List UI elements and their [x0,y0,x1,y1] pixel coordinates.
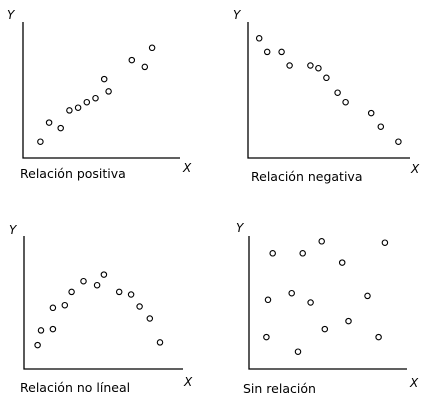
data-point [299,250,306,257]
data-point [315,64,322,72]
data-point [66,107,73,114]
data-point [83,98,91,106]
panel-none-points [263,238,389,355]
data-point [286,62,293,69]
data-point [381,239,389,246]
data-point [136,303,143,310]
panel-positive-y-label: Y [7,8,16,22]
data-point [34,341,41,349]
data-point [364,292,371,300]
data-point [45,119,53,126]
data-point [100,271,108,278]
panel-none-x-label: X [409,376,419,390]
data-point [263,48,271,56]
panel-positive-points [37,44,156,145]
data-point [367,109,375,117]
data-point [263,333,270,341]
data-point [307,299,314,306]
data-point [105,88,112,95]
data-point [342,98,349,106]
panel-none-y-label: Y [236,221,245,235]
data-point [49,304,57,312]
data-point [334,89,341,96]
data-point [375,333,382,341]
panel-nonlinear: Y X Relación no líneal [9,223,193,395]
panel-nonlinear-axes [23,236,183,370]
data-point [255,35,263,42]
data-point [288,289,295,297]
data-point [318,238,325,245]
data-point [146,315,154,322]
data-point [57,124,64,132]
data-point [307,62,314,69]
data-point [345,317,352,325]
panel-positive-x-label: X [182,161,192,175]
data-point [127,291,135,298]
data-point [395,138,402,145]
data-point [37,327,45,334]
data-point [115,288,123,296]
data-point [377,123,385,130]
data-point [93,281,101,289]
panel-nonlinear-y-label: Y [9,223,18,237]
data-point [156,339,164,346]
panel-none: Y X Sin relación [236,221,419,396]
data-point [148,44,156,52]
data-point [128,56,136,64]
data-point [61,301,69,309]
panel-nonlinear-x-label: X [183,375,193,389]
panel-negative-axes [247,22,410,159]
panel-negative-caption: Relación negativa [251,169,362,184]
panel-negative-y-label: Y [233,8,242,22]
data-point [264,296,272,304]
data-point [80,277,87,285]
panel-negative-points [255,35,402,145]
data-point [321,325,329,333]
data-point [49,325,57,333]
panel-negative-x-label: X [410,162,420,176]
data-point [141,63,149,71]
data-point [269,250,276,257]
data-point [37,138,44,145]
data-point [68,288,75,296]
panel-positive: Y X Relación positiva [7,8,192,181]
data-point [278,48,285,56]
data-point [92,94,99,102]
panel-nonlinear-points [34,271,164,349]
data-point [323,74,330,82]
data-point [74,104,82,111]
panel-none-axes [248,236,407,370]
panel-nonlinear-caption: Relación no líneal [20,380,130,395]
panel-negative: Y X Relación negativa [233,8,420,184]
data-point [338,259,346,266]
panel-positive-caption: Relación positiva [20,166,126,181]
panel-positive-axes [22,22,180,159]
panel-none-caption: Sin relación [243,381,316,396]
data-point [294,348,302,355]
data-point [100,75,108,83]
